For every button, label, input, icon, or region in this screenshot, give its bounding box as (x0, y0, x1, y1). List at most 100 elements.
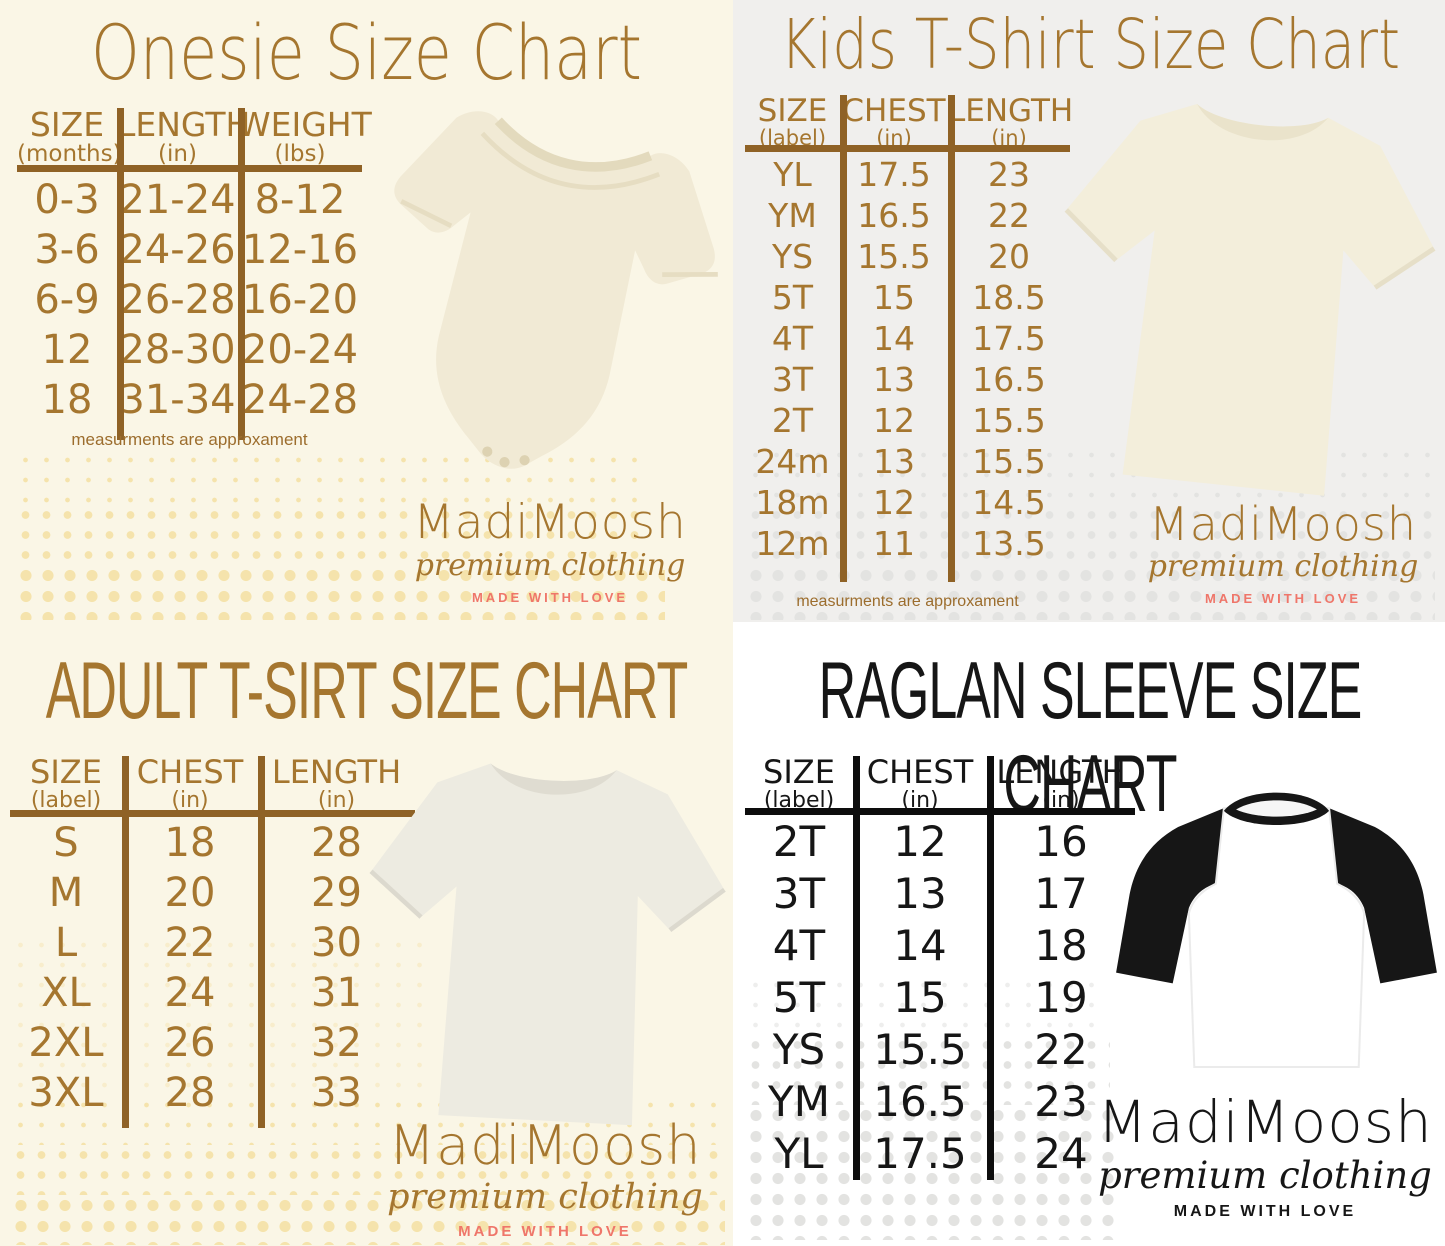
table-row: 3-6 24-26 12-16 (17, 225, 362, 275)
column-unit: (in) (158, 140, 197, 167)
chest-cell: 18 (164, 820, 216, 866)
column-unit: (lbs) (274, 140, 326, 167)
length-cell: 32 (311, 1020, 362, 1066)
column-header: LENGTH (in) (117, 107, 250, 167)
table-divider (840, 95, 847, 582)
brand-logo: MadiMoosh premium clothing MADE WITH LOV… (365, 1117, 725, 1240)
table-row: 0-3 21-24 8-12 (17, 175, 362, 225)
table-row: YM 16.5 22 (745, 195, 1070, 236)
length-cell: 16 (1034, 817, 1088, 866)
size-cell: YM (768, 196, 817, 235)
table-header-rule (745, 145, 1070, 152)
weight-cell: 8-12 (254, 177, 346, 223)
column-header: SIZE (label) (745, 753, 853, 813)
onesie-footnote: measurments are approxament (71, 430, 308, 449)
size-cell: 12 (41, 327, 93, 373)
brand-logo: MadiMoosh premium clothing MADE WITH LOV… (1128, 500, 1438, 606)
column-header: LENGTH (in) (987, 755, 1135, 812)
table-row: XL 24 31 (10, 968, 415, 1018)
column-label: SIZE (29, 105, 105, 144)
brand-name: MadiMoosh (1097, 1088, 1433, 1156)
column-header: CHEST (in) (840, 95, 948, 149)
brand-name: MadiMoosh (413, 495, 687, 550)
adult-tshirt-product-image (342, 732, 747, 1152)
table-row: M 20 29 (10, 868, 415, 918)
size-cell: 18m (755, 483, 830, 522)
length-cell: 30 (311, 920, 362, 966)
column-header: SIZE (label) (10, 755, 122, 812)
table-row: YM 16.5 23 (745, 1076, 1135, 1128)
length-cell: 28 (311, 820, 362, 866)
size-cell: 2T (772, 817, 826, 866)
size-cell: 12m (755, 524, 830, 563)
brand-slogan: MADE WITH LOVE (1204, 590, 1362, 606)
column-unit: (in) (171, 787, 209, 813)
length-cell: 31 (311, 970, 362, 1016)
chest-cell: 13 (873, 360, 915, 399)
size-cell: YL (773, 155, 812, 194)
table-header: SIZE (label) CHEST (in) LENGTH (in) (745, 93, 1074, 148)
onesie-chart-title: Onesie Size Chart (91, 8, 642, 98)
chest-cell: 15.5 (873, 1025, 967, 1074)
length-cell: 28-30 (119, 327, 236, 373)
column-label: CHEST (136, 753, 244, 791)
table-row: 5T 15 18.5 (745, 277, 1070, 318)
column-unit: (months) (17, 140, 122, 167)
table-row: 3T 13 16.5 (745, 359, 1070, 400)
column-header: CHEST (in) (853, 755, 987, 813)
table-row: YS 15.5 22 (745, 1024, 1135, 1076)
brand-slogan: MADE WITH LOVE (1173, 1203, 1357, 1221)
column-unit: (label) (758, 125, 827, 150)
table-divider (122, 756, 129, 1128)
size-cell: M (48, 870, 84, 916)
size-cell: 3-6 (34, 227, 100, 273)
table-row: S 18 28 (10, 818, 415, 868)
size-cell: YS (772, 1025, 826, 1074)
table-row: 2T 12 16 (745, 816, 1135, 868)
weight-cell: 16-20 (241, 277, 359, 323)
size-cell: 24m (755, 442, 830, 481)
table-body: YL 17.5 23 YM 16.5 22 YS 15.5 20 5T (745, 145, 1070, 564)
size-cell: 3XL (28, 1070, 104, 1116)
table-row: 18 31-34 24-28 (17, 375, 362, 425)
table-row: YL 17.5 23 (745, 154, 1070, 195)
column-unit: (in) (901, 787, 939, 813)
column-label: SIZE (757, 93, 828, 129)
brand-name: MadiMoosh (1149, 497, 1417, 551)
table-divider (117, 108, 124, 440)
table-header-rule (10, 810, 415, 817)
size-cell: S (53, 820, 79, 866)
chest-cell: 12 (873, 483, 915, 522)
length-cell: 24-26 (119, 227, 236, 273)
column-header: CHEST (in) (122, 753, 258, 813)
table-row: 2XL 26 32 (10, 1018, 415, 1068)
chest-cell: 24 (164, 970, 216, 1016)
column-label: WEIGHT (238, 105, 372, 144)
table-header-rule (745, 808, 1135, 815)
length-cell: 18 (1034, 921, 1088, 970)
chest-cell: 12 (893, 817, 947, 866)
size-cell: 2XL (28, 1020, 104, 1066)
table-row: 4T 14 17.5 (745, 318, 1070, 359)
table-body: S 18 28 M 20 29 L 22 30 XL (10, 810, 415, 1118)
column-header: LENGTH (in) (948, 95, 1073, 149)
brand-logo: MadiMoosh premium clothing MADE WITH LOV… (390, 498, 710, 605)
onesie-size-table: SIZE (months) LENGTH (in) WEIGHT (lbs) 0… (17, 105, 372, 440)
size-cell: 0-3 (34, 177, 100, 223)
column-header: LENGTH (in) (258, 755, 415, 812)
weight-cell: 24-28 (241, 377, 359, 423)
table-row: YL 17.5 24 (745, 1128, 1135, 1180)
length-cell: 17 (1034, 869, 1088, 918)
weight-cell: 12-16 (241, 227, 359, 273)
chest-cell: 17.5 (857, 155, 931, 194)
table-divider (853, 756, 860, 1180)
table-header: SIZE (label) CHEST (in) LENGTH (in) (10, 753, 415, 813)
table-row: 5T 15 19 (745, 972, 1135, 1024)
brand-tagline: premium clothing (1098, 1153, 1432, 1197)
size-cell: 5T (772, 973, 826, 1022)
column-unit: (label) (763, 787, 835, 813)
chest-cell: 28 (164, 1070, 216, 1116)
chest-cell: 13 (893, 869, 947, 918)
column-label: SIZE (763, 753, 835, 791)
